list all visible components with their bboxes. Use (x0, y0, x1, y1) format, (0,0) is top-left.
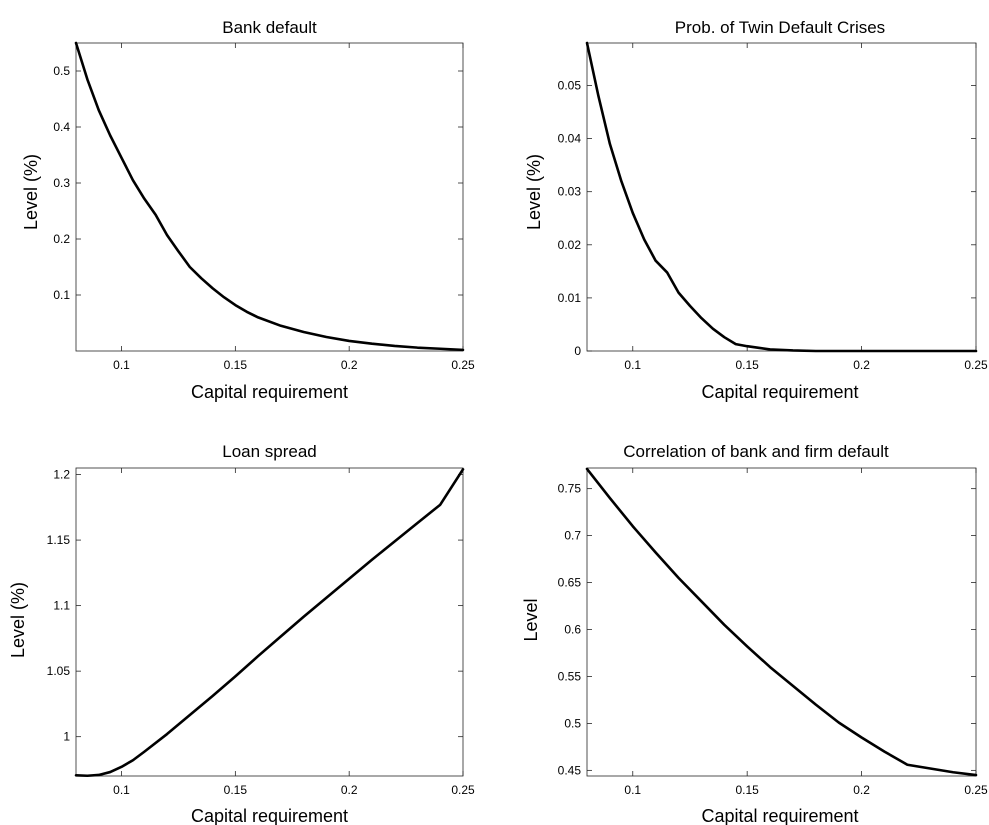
panel-3-ytick-label: 1.1 (53, 599, 70, 613)
panel-3-xtick-label: 0.25 (451, 783, 475, 797)
panel-3-ytick-label: 1.2 (53, 468, 70, 482)
panel-2-xtick-label: 0.25 (964, 358, 988, 372)
panel-4-xtick-label: 0.25 (964, 783, 988, 797)
panel-1: Bank default Capital requirement Level (… (21, 18, 475, 402)
panel-3-series-line (74, 468, 465, 778)
panel-2-ytick-label: 0.04 (558, 132, 582, 146)
panel-3-axes-frame (75, 467, 464, 777)
panel-2-ytick-label: 0.03 (558, 185, 582, 199)
panel-1-ytick-label: 0.5 (53, 64, 70, 78)
panel-4-ytick-label: 0.5 (564, 716, 581, 730)
panel-2-ytick-label: 0 (574, 344, 581, 358)
panel-3-xtick-label: 0.15 (224, 783, 248, 797)
panel-1-xtick-label: 0.2 (341, 358, 358, 372)
panel-3-xtick-label: 0.1 (113, 783, 130, 797)
panel-2-xtick-label: 0.2 (853, 358, 870, 372)
panel-4-x-ticks: 0.1 0.15 0.2 0.25 (624, 468, 988, 797)
panel-2-x-ticks: 0.1 0.15 0.2 0.25 (624, 43, 988, 372)
panel-1-ylabel: Level (%) (21, 154, 41, 230)
panel-1-ytick-label: 0.1 (53, 288, 70, 302)
panel-1-xlabel: Capital requirement (191, 382, 348, 402)
panel-2-title: Prob. of Twin Default Crises (675, 18, 885, 37)
panel-2-xlabel: Capital requirement (701, 382, 858, 402)
panel-4-ytick-label: 0.55 (558, 669, 582, 683)
panel-1-axes-frame (75, 42, 464, 352)
panel-4-series-line (585, 467, 978, 777)
panel-1-series-line (74, 41, 465, 352)
panel-3: Loan spread Capital requirement Level (%… (8, 442, 475, 825)
panel-4-ytick-label: 0.45 (558, 763, 582, 777)
panel-3-xtick-label: 0.2 (341, 783, 358, 797)
panel-4-xtick-label: 0.1 (624, 783, 641, 797)
panel-2-ytick-label: 0.01 (558, 291, 582, 305)
panel-3-x-ticks: 0.1 0.15 0.2 0.25 (113, 468, 475, 797)
panel-2-series-line (585, 41, 978, 353)
panel-4-title: Correlation of bank and firm default (623, 442, 889, 461)
panel-4-ytick-label: 0.65 (558, 576, 582, 590)
panel-2-ylabel: Level (%) (524, 154, 544, 230)
panel-4-xtick-label: 0.2 (853, 783, 870, 797)
panel-1-y-ticks: 0.1 0.2 0.3 0.4 0.5 (53, 64, 463, 302)
panel-2-ytick-label: 0.05 (558, 78, 582, 92)
panel-1-ytick-label: 0.2 (53, 232, 70, 246)
panel-3-ylabel: Level (%) (8, 582, 28, 658)
panel-3-title: Loan spread (222, 442, 317, 461)
panel-1-xtick-label: 0.15 (224, 358, 248, 372)
panel-3-ytick-label: 1 (63, 730, 70, 744)
panel-2: Prob. of Twin Default Crises Capital req… (524, 18, 988, 402)
panel-2-axes-frame (586, 42, 977, 352)
panel-2-xtick-label: 0.15 (735, 358, 759, 372)
panel-3-xlabel: Capital requirement (191, 806, 348, 825)
panel-2-y-ticks: 0 0.01 0.02 0.03 0.04 0.05 (558, 78, 976, 358)
panel-3-ytick-label: 1.15 (47, 533, 71, 547)
panel-3-y-ticks: 1 1.05 1.1 1.15 1.2 (47, 468, 463, 744)
panel-1-x-ticks: 0.1 0.15 0.2 0.25 (113, 43, 475, 372)
panel-2-xtick-label: 0.1 (624, 358, 641, 372)
panel-2-ytick-label: 0.02 (558, 238, 582, 252)
panel-4-y-ticks: 0.45 0.5 0.55 0.6 0.65 0.7 0.75 (558, 482, 976, 777)
panel-3-ytick-label: 1.05 (47, 664, 71, 678)
panel-4-ytick-label: 0.75 (558, 482, 582, 496)
panel-4-ytick-label: 0.6 (564, 623, 581, 637)
panel-4-xtick-label: 0.15 (735, 783, 759, 797)
panel-4-ylabel: Level (521, 598, 541, 641)
panel-1-title: Bank default (222, 18, 317, 37)
panel-4-ytick-label: 0.7 (564, 529, 581, 543)
panel-1-ytick-label: 0.3 (53, 176, 70, 190)
panel-4-axes-frame (586, 467, 977, 777)
panel-4-xlabel: Capital requirement (701, 806, 858, 825)
panel-1-xtick-label: 0.25 (451, 358, 475, 372)
panel-1-xtick-label: 0.1 (113, 358, 130, 372)
panel-1-ytick-label: 0.4 (53, 120, 70, 134)
panel-4: Correlation of bank and firm default Cap… (521, 442, 988, 825)
